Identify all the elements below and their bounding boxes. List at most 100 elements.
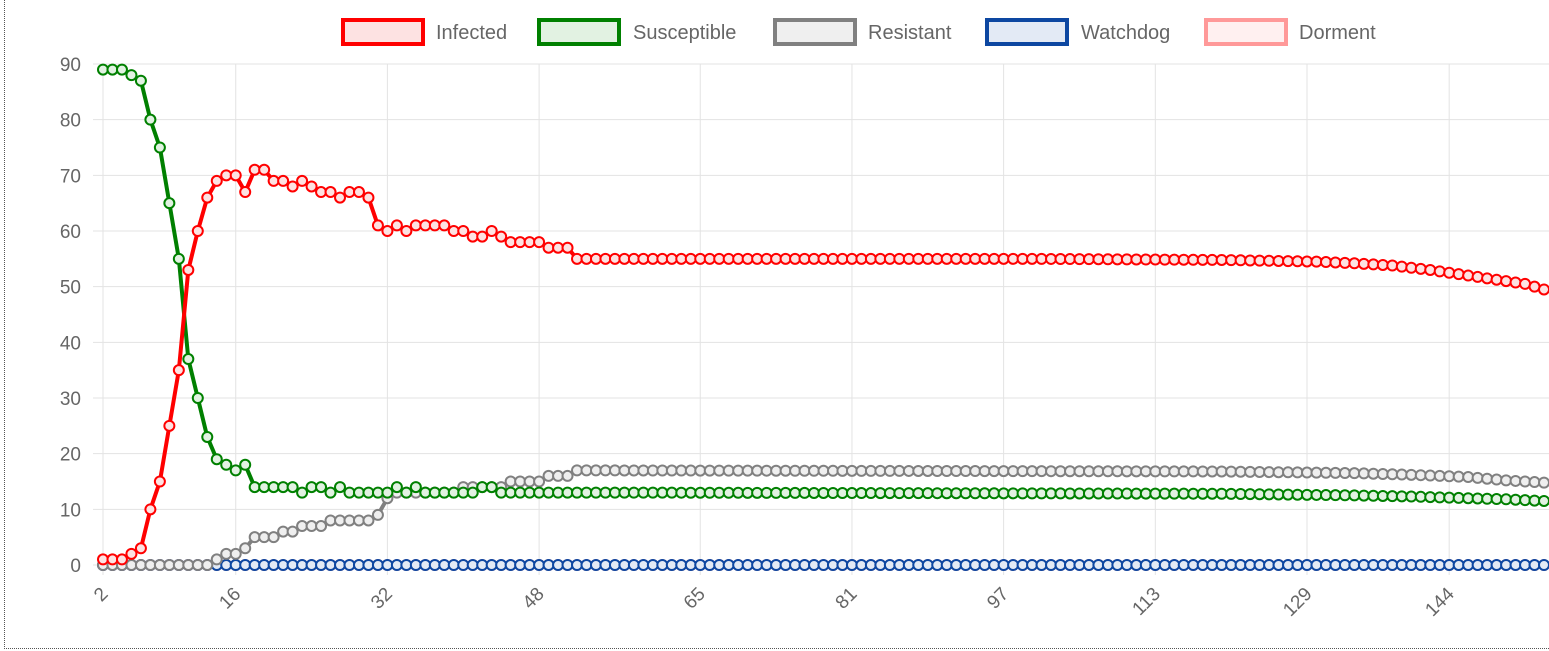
legend-label: Resistant [868, 22, 952, 44]
data-point [296, 486, 309, 499]
data-point [1538, 494, 1549, 507]
data-point [561, 469, 574, 482]
data-point [495, 230, 508, 243]
x-tick-label: 32 [367, 584, 397, 614]
data-point [239, 458, 252, 471]
legend-item-watchdog[interactable]: Watchdog [985, 18, 1170, 46]
data-point [1471, 270, 1484, 283]
x-tick-label: 129 [1279, 584, 1316, 621]
data-point [125, 547, 138, 560]
y-tick-label: 0 [70, 556, 81, 577]
data-point [1462, 269, 1475, 282]
data-point [485, 225, 498, 237]
data-point [296, 174, 309, 187]
data-point [182, 353, 195, 366]
series-line-infected [103, 167, 1545, 562]
data-point [229, 547, 242, 560]
data-point [201, 430, 214, 443]
legend-label: Dorment [1299, 22, 1376, 44]
data-point [561, 241, 574, 254]
data-point [1424, 263, 1437, 276]
data-point [1490, 473, 1503, 486]
y-tick-label: 50 [60, 278, 81, 299]
data-point [163, 419, 176, 432]
data-point [1357, 257, 1370, 270]
legend-swatch [985, 18, 1069, 46]
data-point [352, 186, 365, 199]
series-lines [97, 63, 1549, 571]
legend-item-resistant[interactable]: Resistant [773, 18, 952, 46]
data-point [1376, 258, 1389, 271]
data-point [1386, 259, 1399, 272]
data-point [1538, 283, 1549, 296]
y-tick-label: 10 [60, 500, 81, 521]
data-point [315, 481, 328, 494]
data-point [191, 392, 204, 404]
data-point [1462, 471, 1475, 484]
data-point [409, 481, 422, 494]
y-tick-label: 20 [60, 445, 81, 466]
y-tick-label: 30 [60, 389, 81, 410]
y-tick-label: 60 [60, 222, 81, 243]
y-tick-label: 40 [60, 333, 81, 354]
data-point [334, 191, 347, 204]
data-point [144, 113, 157, 126]
data-point [134, 542, 147, 555]
x-tick-label: 16 [215, 584, 245, 614]
legend-item-dorment[interactable]: Dorment [1204, 18, 1376, 46]
data-point [400, 486, 413, 499]
legend[interactable]: Infected Susceptible Resistant Watchdog Dorm… [341, 18, 1376, 46]
data-point [153, 141, 166, 154]
x-tick-label: 113 [1129, 584, 1165, 620]
x-tick-label: 81 [832, 584, 862, 614]
data-point [1481, 472, 1494, 485]
data-point [466, 486, 479, 499]
x-axis-ticks: 2 16 32 48 65 81 97 113 129 144 [90, 583, 1459, 621]
y-tick-label: 90 [60, 55, 81, 76]
data-point [210, 553, 223, 566]
data-point [371, 219, 384, 232]
data-point [1500, 474, 1513, 487]
series-line-susceptible [103, 67, 1545, 503]
legend-item-infected[interactable]: Infected [341, 18, 507, 46]
data-point [172, 364, 185, 377]
data-point [1481, 272, 1494, 285]
data-point [134, 74, 147, 87]
data-point [1519, 277, 1532, 290]
legend-label: Watchdog [1081, 22, 1170, 44]
data-point [286, 180, 299, 193]
data-point [1538, 559, 1549, 571]
data-point [239, 186, 252, 199]
data-point [229, 464, 242, 477]
data-point [457, 225, 470, 237]
data-point [1452, 268, 1465, 281]
data-point [1490, 273, 1503, 286]
x-tick-label: 2 [90, 584, 112, 606]
data-point [1367, 258, 1380, 271]
data-point [334, 481, 347, 494]
data-point [1443, 266, 1456, 279]
data-point [305, 180, 318, 193]
data-point [115, 63, 128, 76]
legend-item-susceptible[interactable]: Susceptible [537, 18, 736, 46]
x-tick-label: 97 [983, 584, 1013, 614]
data-point [286, 481, 299, 494]
x-tick-label: 48 [519, 584, 549, 614]
data-point [1414, 262, 1427, 275]
data-point [153, 475, 166, 488]
data-point [362, 514, 375, 527]
data-point [1528, 280, 1541, 293]
data-point [182, 263, 195, 276]
data-point [115, 553, 128, 566]
data-point [163, 197, 176, 210]
data-point [371, 508, 384, 521]
data-point [1471, 471, 1484, 484]
data-point [381, 486, 394, 499]
data-point [485, 481, 498, 494]
data-point [390, 481, 403, 494]
x-tick-label: 65 [680, 584, 710, 614]
data-point [210, 174, 223, 187]
chart-frame [4, 0, 1549, 649]
data-point [220, 458, 233, 471]
data-point [1405, 261, 1418, 274]
